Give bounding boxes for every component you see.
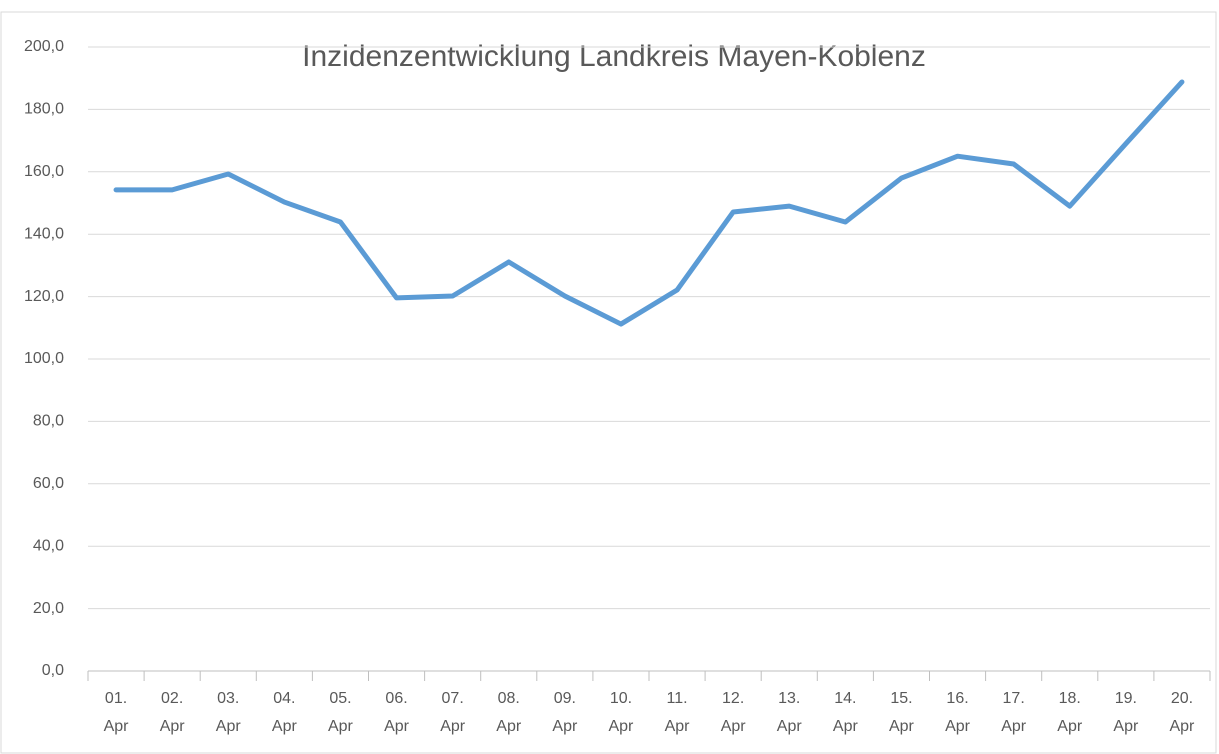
- x-tick-label: 08. Apr: [496, 690, 522, 735]
- x-tick-label: 09. Apr: [552, 690, 578, 735]
- x-tick-label: 02. Apr: [159, 690, 185, 735]
- x-tick-label: 19. Apr: [1113, 690, 1139, 735]
- x-tick-label: 10. Apr: [608, 690, 634, 735]
- x-tick-label: 03. Apr: [215, 690, 241, 735]
- x-tick-label: 16. Apr: [945, 690, 970, 735]
- x-tick-label: 13. Apr: [776, 690, 802, 735]
- y-tick-label: 160,0: [24, 163, 64, 180]
- x-tick-label: 17. Apr: [1001, 690, 1027, 735]
- y-tick-label: 20,0: [33, 600, 64, 617]
- line-series: [113, 79, 1185, 327]
- y-tick-label: 120,0: [24, 288, 64, 305]
- x-tick-label: 11. Apr: [664, 690, 690, 735]
- chart-border: [0, 11, 1217, 754]
- x-tick-label: 12. Apr: [720, 690, 746, 735]
- x-tick-label: 15. Apr: [888, 690, 914, 735]
- x-tick-label: 01. Apr: [103, 690, 129, 735]
- x-tick-label: 14. Apr: [832, 690, 858, 735]
- x-tick-label: 04. Apr: [271, 690, 297, 735]
- y-tick-label: 180,0: [24, 101, 64, 118]
- x-tick-label: 20. Apr: [1169, 690, 1195, 735]
- x-tick-label: 07. Apr: [440, 690, 466, 735]
- y-tick-label: 80,0: [33, 413, 64, 430]
- y-tick-label: 0,0: [42, 662, 64, 679]
- chart-title: Inzidenzentwicklung Landkreis Mayen-Kobl…: [302, 40, 926, 73]
- x-tick-label: 18. Apr: [1057, 690, 1083, 735]
- x-tick-label: 05. Apr: [327, 690, 353, 735]
- y-tick-label: 100,0: [24, 350, 64, 367]
- y-tick-label: 200,0: [24, 38, 64, 55]
- y-tick-label: 40,0: [33, 537, 64, 554]
- x-tick-label: 06. Apr: [384, 690, 409, 735]
- y-tick-label: 140,0: [24, 225, 64, 242]
- y-tick-label: 60,0: [33, 475, 64, 492]
